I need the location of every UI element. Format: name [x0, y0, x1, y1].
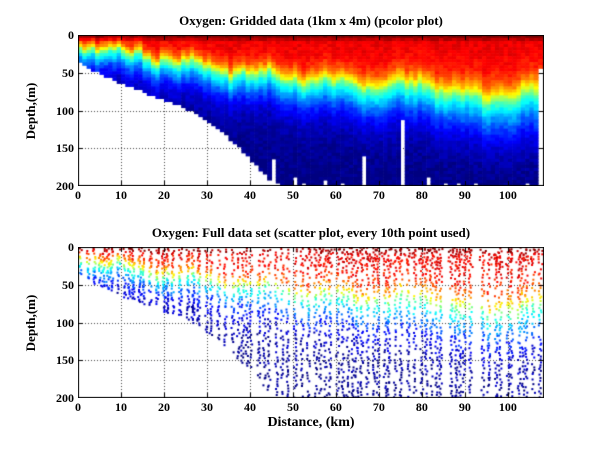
x-axis-tick-label: 20	[157, 188, 170, 202]
x-axis-tick-label: 90	[458, 400, 471, 414]
x-axis-tick-label: 100	[498, 188, 517, 202]
x-axis-tick-label: 30	[200, 188, 213, 202]
scatter-xaxis-label: Distance, (km)	[267, 415, 355, 430]
y-axis-tick-label: 0	[68, 240, 74, 254]
y-axis-tick-label: 50	[62, 65, 74, 80]
x-axis-tick-label: 40	[243, 188, 256, 202]
x-axis-tick-label: 50	[286, 400, 299, 414]
x-axis-tick-label: 70	[372, 400, 385, 414]
x-axis-tick-label: 0	[75, 188, 81, 202]
x-axis-tick-label: 60	[329, 188, 342, 202]
scatter-plot-canvas	[78, 247, 544, 398]
y-axis-tick-label: 200	[56, 179, 74, 193]
x-axis-tick-label: 80	[415, 188, 428, 202]
y-axis-tick-label: 150	[56, 141, 74, 156]
pcolor-plot-canvas	[78, 35, 544, 186]
x-axis-tick-label: 80	[415, 400, 428, 414]
x-axis-tick-label: 70	[372, 188, 385, 202]
y-axis-tick-label: 100	[56, 103, 74, 118]
x-axis-tick-label: 0	[75, 400, 81, 414]
x-axis-tick-label: 60	[329, 400, 342, 414]
y-axis-tick-label: 100	[56, 315, 74, 330]
y-axis-tick-label: 0	[68, 28, 74, 42]
y-axis-tick-label: 200	[56, 391, 74, 405]
x-axis-tick-label: 10	[114, 400, 127, 414]
x-axis-tick-label: 20	[157, 400, 170, 414]
x-axis-tick-label: 50	[286, 188, 299, 202]
scatter-plot-title: Oxygen: Full data set (scatter plot, eve…	[151, 225, 471, 240]
x-axis-tick-label: 100	[498, 400, 517, 414]
x-axis-tick-label: 90	[458, 188, 471, 202]
x-axis-tick-label: 40	[243, 400, 256, 414]
x-axis-tick-label: 10	[114, 188, 127, 202]
y-axis-tick-label: 50	[62, 277, 74, 292]
x-axis-tick-label: 30	[200, 400, 213, 414]
pcolor-plot-title: Oxygen: Gridded data (1km x 4m) (pcolor …	[179, 13, 443, 28]
y-axis-tick-label: 150	[56, 353, 74, 368]
